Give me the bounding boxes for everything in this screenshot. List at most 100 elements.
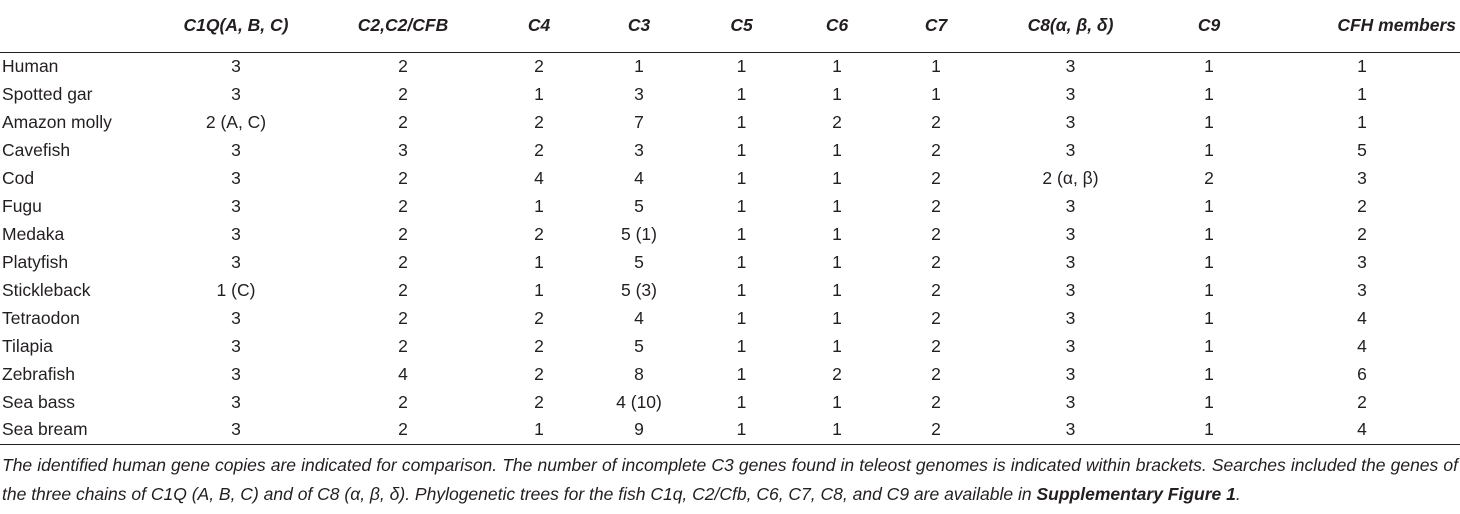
cell-c5: 1 bbox=[736, 111, 747, 132]
table-row: Spotted gar 3 2 1 3 1 1 1 3 1 1 bbox=[0, 80, 1460, 108]
cell-c5: 1 bbox=[736, 195, 747, 216]
cell-c8: 3 bbox=[1065, 83, 1076, 104]
species-name-cell: Cod bbox=[2, 167, 35, 188]
header-cfh: CFH members bbox=[1264, 0, 1460, 53]
cell-c2: 2 bbox=[398, 251, 408, 272]
cell-c8: 2 (α, β) bbox=[1042, 167, 1099, 188]
cell-cfh: 2 bbox=[1357, 223, 1367, 244]
cell-c1q: 3 bbox=[231, 139, 241, 160]
cell-c2: 2 bbox=[312, 416, 494, 445]
cell-c9: 1 bbox=[1204, 307, 1214, 328]
cell-c3: 4 bbox=[634, 307, 644, 328]
cell-c5: 1 bbox=[736, 167, 747, 188]
cell-c6: 2 bbox=[832, 363, 842, 384]
species-name-cell: Zebrafish bbox=[2, 363, 75, 384]
cell-c1q: 3 bbox=[231, 83, 241, 104]
species-name-cell: Tilapia bbox=[2, 335, 53, 356]
cell-cfh: 4 bbox=[1357, 335, 1367, 356]
cell-c1q: 3 bbox=[231, 251, 241, 272]
cell-c5: 1 bbox=[736, 55, 747, 76]
cell-c9: 1 bbox=[1204, 279, 1214, 300]
cell-cfh: 6 bbox=[1357, 363, 1367, 384]
cell-c1q: 1 (C) bbox=[216, 279, 256, 300]
cell-c7: 2 bbox=[931, 307, 941, 328]
species-name-cell: Medaka bbox=[2, 223, 65, 244]
cell-c3: 4 (10) bbox=[616, 391, 662, 412]
supplementary-figure-reference: Supplementary Figure 1 bbox=[1036, 483, 1236, 504]
cell-c4: 2 bbox=[534, 391, 544, 412]
cell-c6: 2 bbox=[832, 111, 842, 132]
species-name-cell: Stickleback bbox=[2, 279, 91, 300]
header-c7: C7 bbox=[885, 0, 987, 53]
cell-c2: 2 bbox=[398, 167, 408, 188]
cell-c2: 3 bbox=[398, 139, 408, 160]
cell-c3: 9 bbox=[584, 416, 694, 445]
table-row: Cavefish 3 3 2 3 1 1 2 3 1 5 bbox=[0, 136, 1460, 164]
cell-c5: 1 bbox=[736, 139, 747, 160]
cell-c3: 3 bbox=[634, 83, 644, 104]
species-name-cell: Tetraodon bbox=[2, 307, 80, 328]
cell-cfh: 3 bbox=[1357, 251, 1367, 272]
header-c2: C2,C2/CFB bbox=[312, 0, 494, 53]
table-row: Fugu 3 2 1 5 1 1 2 3 1 2 bbox=[0, 192, 1460, 220]
cell-c9: 1 bbox=[1204, 83, 1214, 104]
table-row: Stickleback 1 (C) 2 1 5 (3) 1 1 2 3 1 3 bbox=[0, 276, 1460, 304]
cell-c6: 1 bbox=[832, 83, 842, 104]
cell-c8: 3 bbox=[1065, 195, 1076, 216]
cell-c7: 2 bbox=[931, 279, 941, 300]
cell-c7: 2 bbox=[931, 167, 941, 188]
cell-c4: 1 bbox=[534, 195, 544, 216]
table-body: Human 3 2 2 1 1 1 1 3 1 1 Spotted gar 3 2 1 3 1 1 1 3 1 1 Amaz… bbox=[0, 52, 1460, 445]
cell-c4: 2 bbox=[534, 363, 544, 384]
cell-c6: 1 bbox=[832, 195, 842, 216]
table-row: Platyfish 3 2 1 5 1 1 2 3 1 3 bbox=[0, 248, 1460, 276]
cell-c9: 1 bbox=[1204, 335, 1214, 356]
species-name-cell: Cavefish bbox=[2, 139, 71, 160]
header-c8: C8(α, β, δ) bbox=[987, 0, 1154, 53]
table-row: Human 3 2 2 1 1 1 1 3 1 1 bbox=[0, 52, 1460, 80]
cell-c8: 3 bbox=[1065, 391, 1076, 412]
table-footnote: The identified human gene copies are ind… bbox=[0, 445, 1460, 509]
cell-c8: 3 bbox=[987, 416, 1154, 445]
cell-c3: 7 bbox=[634, 111, 644, 132]
table-row: Cod 3 2 4 4 1 1 2 2 (α, β) 2 3 bbox=[0, 164, 1460, 192]
table-header-row: C1Q(A, B, C) C2,C2/CFB C4 C3 C5 C6 C7 C8… bbox=[0, 0, 1460, 53]
gene-copy-table: C1Q(A, B, C) C2,C2/CFB C4 C3 C5 C6 C7 C8… bbox=[0, 0, 1460, 445]
cell-c5: 1 bbox=[694, 416, 789, 445]
cell-c9: 1 bbox=[1204, 363, 1214, 384]
cell-c1q: 3 bbox=[231, 363, 241, 384]
cell-c6: 1 bbox=[832, 139, 842, 160]
cell-c1q: 3 bbox=[231, 335, 241, 356]
header-c4: C4 bbox=[494, 0, 584, 53]
header-c1q: C1Q(A, B, C) bbox=[160, 0, 312, 53]
cell-c2: 2 bbox=[398, 111, 408, 132]
cell-c3: 3 bbox=[634, 139, 644, 160]
cell-c5: 1 bbox=[736, 279, 747, 300]
cell-c3: 5 (3) bbox=[621, 279, 657, 300]
cell-c5: 1 bbox=[736, 251, 747, 272]
cell-c6: 1 bbox=[832, 391, 842, 412]
cell-c6: 1 bbox=[832, 55, 842, 76]
cell-cfh: 3 bbox=[1357, 279, 1367, 300]
cell-c7: 2 bbox=[931, 363, 941, 384]
table-row: Sea bass 3 2 2 4 (10) 1 1 2 3 1 2 bbox=[0, 388, 1460, 416]
cell-c9: 1 bbox=[1204, 139, 1214, 160]
cell-c4: 1 bbox=[534, 279, 544, 300]
cell-c6: 1 bbox=[789, 416, 885, 445]
header-species bbox=[0, 0, 160, 53]
table-row: Amazon molly 2 (A, C) 2 2 7 1 2 2 3 1 1 bbox=[0, 108, 1460, 136]
cell-c6: 1 bbox=[832, 335, 842, 356]
cell-cfh: 1 bbox=[1357, 111, 1367, 132]
cell-c9: 1 bbox=[1204, 223, 1214, 244]
cell-c5: 1 bbox=[736, 223, 747, 244]
cell-c3: 5 (1) bbox=[621, 223, 657, 244]
header-c5: C5 bbox=[694, 0, 789, 53]
footnote-end: . bbox=[1235, 483, 1241, 504]
cell-cfh: 2 bbox=[1357, 195, 1367, 216]
species-name-cell: Human bbox=[2, 55, 59, 76]
cell-c1q: 3 bbox=[231, 223, 241, 244]
cell-c5: 1 bbox=[736, 363, 747, 384]
cell-c5: 1 bbox=[736, 307, 747, 328]
cell-c6: 1 bbox=[832, 251, 842, 272]
cell-c7: 2 bbox=[931, 335, 941, 356]
